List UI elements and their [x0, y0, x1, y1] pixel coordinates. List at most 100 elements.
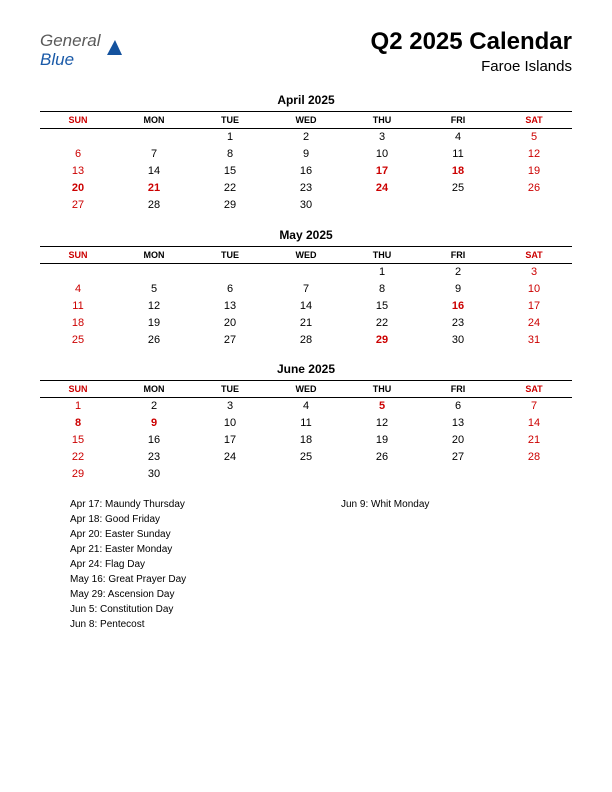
calendar-cell: 9: [268, 146, 344, 163]
calendar-cell: 14: [268, 297, 344, 314]
calendar-row: 13141516171819: [40, 163, 572, 180]
calendar-cell: 13: [420, 415, 496, 432]
day-header: WED: [268, 112, 344, 129]
calendar-table: SUNMONTUEWEDTHUFRISAT1234567891011121314…: [40, 111, 572, 214]
month-title: June 2025: [40, 362, 572, 376]
calendar-cell: 20: [420, 432, 496, 449]
calendar-cell: 21: [496, 432, 572, 449]
holiday-item: Jun 8: Pentecost: [70, 617, 301, 632]
logo-text-general: General: [40, 31, 100, 50]
calendar-month: June 2025SUNMONTUEWEDTHUFRISAT1234567891…: [40, 362, 572, 483]
calendar-row: 11121314151617: [40, 297, 572, 314]
calendar-cell: 11: [268, 415, 344, 432]
calendar-cell: 8: [344, 280, 420, 297]
calendar-cell: 17: [496, 297, 572, 314]
calendar-cell: 24: [192, 449, 268, 466]
calendar-cell: 18: [40, 314, 116, 331]
day-header: TUE: [192, 112, 268, 129]
calendar-cell: 23: [420, 314, 496, 331]
calendar-cell: 7: [268, 280, 344, 297]
calendar-cell: 10: [192, 415, 268, 432]
calendar-cell: [40, 263, 116, 280]
calendar-row: 25262728293031: [40, 331, 572, 348]
calendar-cell: 25: [268, 449, 344, 466]
calendars-container: April 2025SUNMONTUEWEDTHUFRISAT123456789…: [40, 93, 572, 483]
calendar-cell: [192, 263, 268, 280]
calendar-cell: 27: [420, 449, 496, 466]
day-header: FRI: [420, 246, 496, 263]
calendar-cell: 23: [116, 449, 192, 466]
calendar-cell: [268, 263, 344, 280]
calendar-cell: 5: [344, 398, 420, 415]
holiday-item: Apr 20: Easter Sunday: [70, 527, 301, 542]
calendar-cell: 19: [344, 432, 420, 449]
calendar-row: 22232425262728: [40, 449, 572, 466]
calendar-cell: 16: [420, 297, 496, 314]
day-header: FRI: [420, 112, 496, 129]
calendar-cell: 2: [268, 129, 344, 146]
holidays-column-right: Jun 9: Whit Monday: [341, 497, 572, 632]
calendar-table: SUNMONTUEWEDTHUFRISAT1234567891011121314…: [40, 246, 572, 349]
calendar-cell: 26: [116, 331, 192, 348]
calendar-cell: 25: [40, 331, 116, 348]
day-header: TUE: [192, 381, 268, 398]
calendar-row: 1234567: [40, 398, 572, 415]
calendar-row: 123: [40, 263, 572, 280]
calendar-cell: 13: [40, 163, 116, 180]
day-header: SAT: [496, 246, 572, 263]
calendar-cell: 3: [192, 398, 268, 415]
calendar-cell: 13: [192, 297, 268, 314]
calendar-cell: 17: [344, 163, 420, 180]
logo-text-blue: Blue: [40, 50, 74, 69]
calendar-cell: 12: [116, 297, 192, 314]
calendar-cell: 24: [496, 314, 572, 331]
calendar-cell: 12: [496, 146, 572, 163]
holiday-item: Apr 24: Flag Day: [70, 557, 301, 572]
calendar-cell: 21: [116, 180, 192, 197]
calendar-row: 6789101112: [40, 146, 572, 163]
day-header: SAT: [496, 112, 572, 129]
page-title: Q2 2025 Calendar: [371, 28, 572, 56]
calendar-cell: 21: [268, 314, 344, 331]
calendar-cell: 16: [268, 163, 344, 180]
calendar-row: 20212223242526: [40, 180, 572, 197]
calendar-cell: 8: [40, 415, 116, 432]
day-header: SUN: [40, 246, 116, 263]
calendar-cell: 6: [192, 280, 268, 297]
logo: General Blue: [40, 32, 126, 70]
calendar-cell: 7: [496, 398, 572, 415]
calendar-cell: 28: [116, 197, 192, 214]
calendar-cell: 17: [192, 432, 268, 449]
holiday-item: Apr 18: Good Friday: [70, 512, 301, 527]
calendar-cell: 22: [344, 314, 420, 331]
calendar-cell: 29: [192, 197, 268, 214]
calendar-cell: 1: [40, 398, 116, 415]
calendar-cell: 12: [344, 415, 420, 432]
day-header: TUE: [192, 246, 268, 263]
calendar-cell: 28: [496, 449, 572, 466]
calendar-cell: 23: [268, 180, 344, 197]
calendar-cell: 3: [496, 263, 572, 280]
calendar-cell: 9: [420, 280, 496, 297]
calendar-cell: [268, 466, 344, 483]
calendar-cell: [496, 466, 572, 483]
calendar-cell: 20: [192, 314, 268, 331]
calendar-month: April 2025SUNMONTUEWEDTHUFRISAT123456789…: [40, 93, 572, 214]
calendar-cell: 26: [496, 180, 572, 197]
calendar-cell: [420, 197, 496, 214]
holiday-item: May 29: Ascension Day: [70, 587, 301, 602]
calendar-cell: 19: [496, 163, 572, 180]
calendar-cell: 5: [496, 129, 572, 146]
calendar-cell: 30: [116, 466, 192, 483]
holiday-item: Apr 21: Easter Monday: [70, 542, 301, 557]
day-header: FRI: [420, 381, 496, 398]
calendar-row: 12345: [40, 129, 572, 146]
calendar-cell: 29: [344, 331, 420, 348]
day-header: SUN: [40, 381, 116, 398]
calendar-cell: 2: [420, 263, 496, 280]
calendar-cell: 18: [268, 432, 344, 449]
holidays-section: Apr 17: Maundy ThursdayApr 18: Good Frid…: [40, 497, 572, 632]
calendar-cell: 29: [40, 466, 116, 483]
calendar-row: 15161718192021: [40, 432, 572, 449]
day-header: WED: [268, 246, 344, 263]
